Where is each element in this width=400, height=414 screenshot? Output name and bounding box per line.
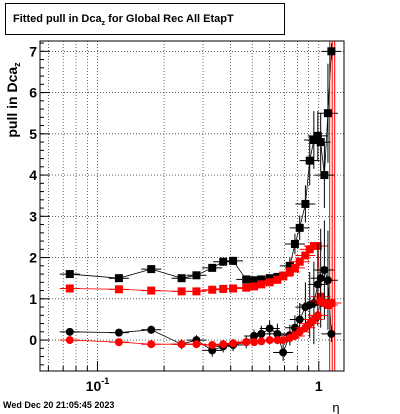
data-point <box>192 271 201 280</box>
data-point <box>327 298 336 307</box>
y-tick-label: 4 <box>29 167 37 183</box>
data-point <box>313 280 322 289</box>
data-point <box>65 270 74 279</box>
data-point <box>242 283 251 292</box>
data-point <box>147 286 156 295</box>
data-point <box>305 156 314 165</box>
y-tick-label: 5 <box>29 126 37 142</box>
data-point <box>265 274 274 283</box>
data-point <box>177 287 186 296</box>
x-tick-exponent: -1 <box>101 376 109 386</box>
data-point <box>320 171 329 180</box>
data-point <box>285 268 294 276</box>
y-tick-label: 6 <box>29 85 37 101</box>
series-3 <box>59 296 342 350</box>
data-point <box>313 311 322 320</box>
data-point <box>327 329 336 338</box>
data-point <box>177 340 186 349</box>
data-point <box>208 341 217 350</box>
data-point <box>273 275 282 284</box>
data-series <box>59 43 342 361</box>
data-point <box>309 136 318 144</box>
data-point <box>114 285 123 294</box>
data-point <box>208 263 217 272</box>
data-point <box>208 285 217 294</box>
data-point <box>250 282 259 291</box>
data-point <box>327 47 336 56</box>
data-point <box>147 340 156 349</box>
data-point <box>320 265 329 274</box>
data-point <box>229 339 238 348</box>
data-point <box>323 109 332 118</box>
series-0 <box>59 43 342 285</box>
data-point <box>285 261 294 270</box>
data-point <box>177 274 186 283</box>
y-tick-label: 7 <box>29 43 37 59</box>
data-point <box>257 280 266 289</box>
y-tick-label: 2 <box>29 250 37 266</box>
data-point <box>265 324 274 333</box>
data-point <box>305 245 314 254</box>
data-point <box>313 131 322 140</box>
data-point <box>65 327 74 336</box>
data-point <box>219 257 228 266</box>
x-axis-label: η <box>332 400 339 414</box>
data-point <box>295 223 304 232</box>
data-point <box>273 329 282 338</box>
data-point <box>301 251 310 260</box>
title-text-rest: for Global Rec All EtapT <box>105 13 234 25</box>
y-tick-label: 3 <box>29 208 37 224</box>
data-point <box>229 284 238 293</box>
data-point <box>265 278 274 287</box>
data-point <box>279 348 288 357</box>
data-point <box>301 199 310 208</box>
data-point <box>192 340 201 349</box>
data-point <box>147 325 156 334</box>
data-point <box>295 315 304 324</box>
data-point <box>250 338 259 347</box>
data-point <box>257 337 266 346</box>
title-subscript: z <box>101 20 106 27</box>
title-text: Fitted pull in Dca <box>13 13 102 25</box>
x-tick-label: 1 <box>315 378 323 394</box>
data-point <box>279 272 288 281</box>
data-point <box>147 265 156 274</box>
y-tick-label: 0 <box>29 332 37 348</box>
data-point <box>257 275 266 284</box>
data-point <box>65 336 74 345</box>
data-point <box>295 327 304 336</box>
data-point <box>114 274 123 283</box>
plot-frame <box>39 40 345 372</box>
data-point <box>192 287 201 296</box>
y-tick-label: 1 <box>29 291 37 307</box>
data-point <box>250 276 259 285</box>
chart-title: Fitted pull in Dcaz for Global Rec All E… <box>5 3 285 35</box>
data-point <box>316 274 325 283</box>
data-point <box>242 275 251 284</box>
data-point <box>323 276 332 285</box>
timestamp: Wed Dec 20 21:05:45 2023 <box>3 400 115 410</box>
data-point <box>219 340 228 349</box>
data-point <box>229 256 238 265</box>
data-point <box>257 329 266 338</box>
data-point <box>114 338 123 347</box>
data-point <box>295 257 304 266</box>
data-point <box>290 263 299 272</box>
data-point <box>316 138 325 147</box>
x-tick-label: 10-1 <box>86 376 110 394</box>
data-point <box>290 239 299 248</box>
data-point <box>65 284 74 293</box>
data-point <box>114 328 123 337</box>
